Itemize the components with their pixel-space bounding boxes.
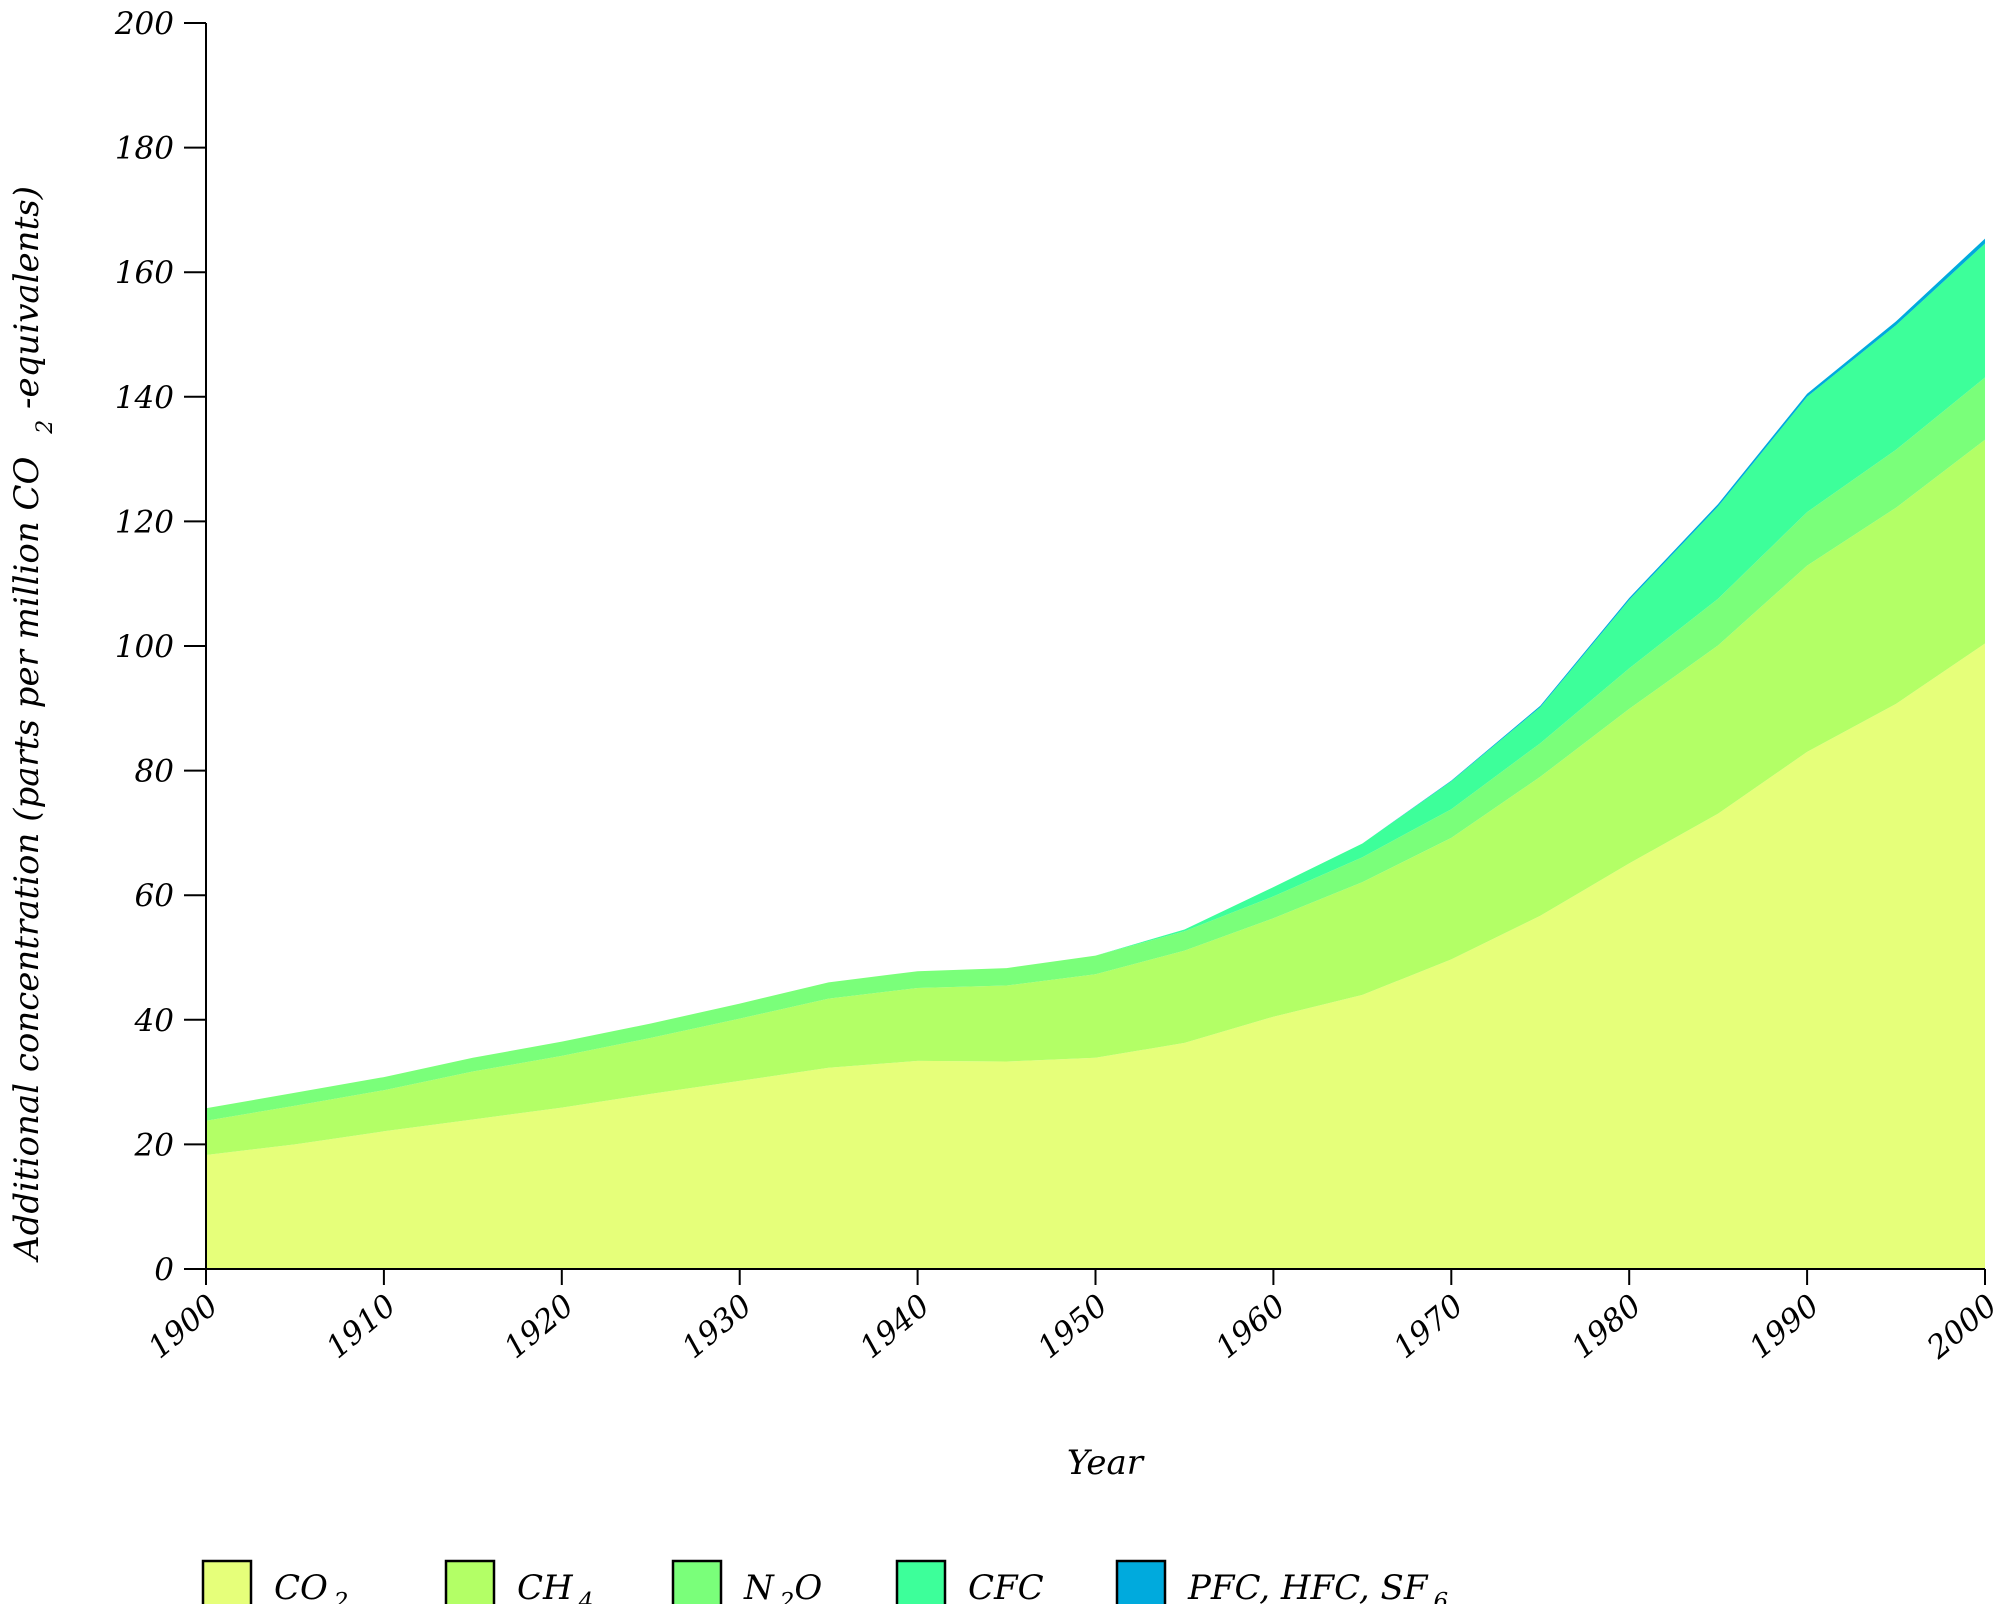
y-tick-label: 60 [135, 878, 174, 914]
x-tick-label: 1910 [319, 1288, 403, 1366]
legend-label-main: CO [274, 1568, 328, 1604]
legend-label-main: CFC [968, 1568, 1044, 1604]
area-series-2 [206, 377, 1985, 1121]
legend-label-main: N [743, 1568, 775, 1604]
y-tick-label: 80 [135, 754, 174, 790]
legend-label: CH 4 [517, 1568, 593, 1604]
y-axis-title-tail: -equivalents) [7, 186, 47, 409]
legend-label: CO 2 [274, 1568, 349, 1604]
y-tick-label: 160 [115, 255, 174, 291]
legend-item-1: CH 4 [444, 1559, 593, 1604]
legend-label-sub: 2 [779, 1589, 795, 1604]
legend-label-main: CH [517, 1568, 574, 1604]
y-tick-label: 180 [115, 131, 174, 167]
area-series-1 [206, 439, 1985, 1155]
legend-swatch [201, 1559, 253, 1604]
legend-swatch [1115, 1559, 1167, 1604]
legend-label: N 2O [743, 1568, 822, 1604]
y-tick-label: 200 [114, 6, 174, 42]
legend-label-tail: O [794, 1568, 822, 1604]
x-tick-label: 1970 [1387, 1288, 1471, 1366]
legend-label: CFC [968, 1568, 1044, 1604]
y-tick-label: 100 [115, 629, 174, 665]
legend: CO 2 CH 4 N 2O CFC PFC, HFC, SF 6 [201, 1559, 1448, 1604]
legend-label-main: PFC, HFC, SF [1187, 1568, 1429, 1604]
legend-swatch [895, 1559, 947, 1604]
area-layers [206, 238, 1985, 1269]
legend-item-4: PFC, HFC, SF 6 [1115, 1559, 1448, 1604]
legend-item-0: CO 2 [201, 1559, 349, 1604]
x-axis-title: Year [1067, 1443, 1145, 1483]
x-tick-label: 2000 [1920, 1288, 2000, 1367]
x-tick-label: 1960 [1209, 1288, 1293, 1366]
y-tick-label: 140 [115, 380, 174, 416]
x-tick-label: 1920 [497, 1288, 581, 1366]
area-series-0 [206, 643, 1985, 1269]
x-tick-label: 1930 [675, 1288, 759, 1366]
legend-item-2: N 2O [671, 1559, 822, 1604]
y-axis-title-main: Additional concentration (parts per mill… [7, 456, 47, 1263]
x-tick-label: 1950 [1031, 1288, 1115, 1366]
x-tick-label: 1900 [142, 1288, 226, 1366]
legend-swatch [444, 1559, 496, 1604]
legend-label-sub: 6 [1433, 1589, 1448, 1604]
y-tick-label: 20 [134, 1127, 174, 1163]
legend-label-sub: 4 [578, 1589, 594, 1604]
y-tick-label: 0 [154, 1252, 174, 1288]
y-tick-label: 40 [134, 1003, 174, 1039]
y-axis-title-sub: 2 [33, 420, 58, 435]
y-tick-label: 120 [115, 504, 174, 540]
legend-label: PFC, HFC, SF 6 [1187, 1568, 1448, 1604]
legend-item-3: CFC [895, 1559, 1044, 1604]
x-tick-label: 1980 [1565, 1288, 1649, 1366]
x-tick-label: 1990 [1743, 1288, 1827, 1366]
legend-swatch [671, 1559, 723, 1604]
y-axis-title: Additional concentration (parts per mill… [7, 186, 61, 1263]
x-tick-label: 1940 [853, 1288, 937, 1366]
svg-text:Additional concentration (part: Additional concentration (parts per mill… [7, 186, 61, 1263]
legend-label-sub: 2 [333, 1589, 349, 1604]
